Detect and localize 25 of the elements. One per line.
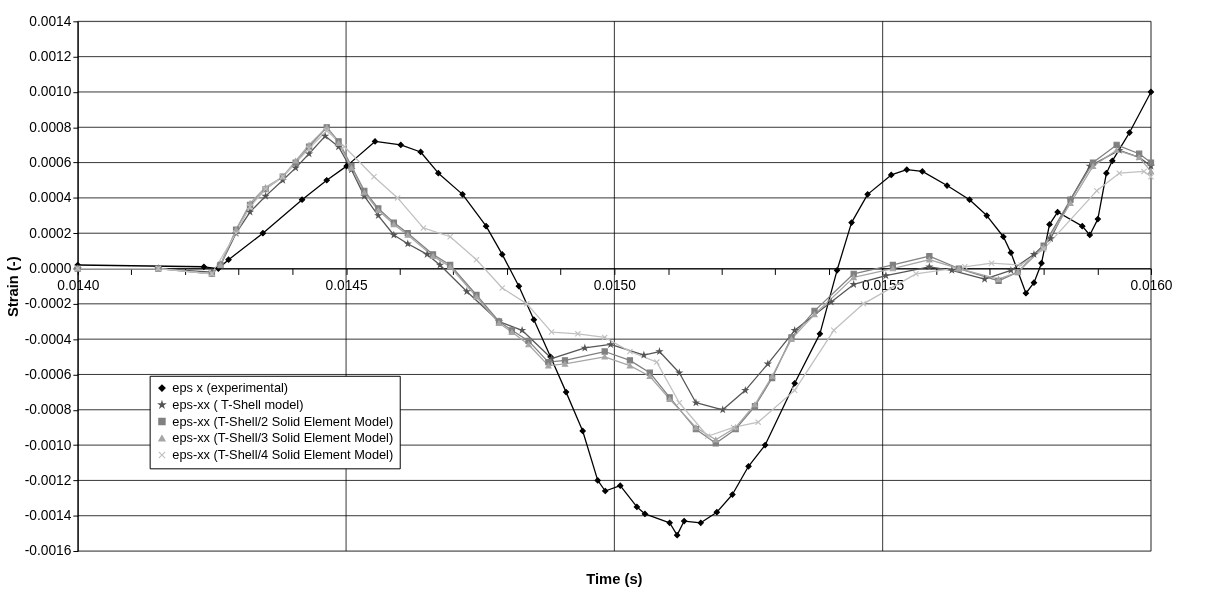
legend-label: eps x (experimental) (172, 380, 289, 396)
x-axis-title: Time (s) (586, 570, 643, 587)
x-tick-label: 0.0145 (325, 277, 368, 293)
y-tick-label: 0.0000 (29, 260, 72, 276)
y-tick-label: -0.0006 (24, 366, 72, 382)
y-tick-label: 0.0014 (29, 13, 72, 29)
y-tick-label: -0.0016 (24, 543, 72, 559)
y-tick-label: -0.0014 (24, 508, 72, 524)
x-tick-label: 0.0160 (1130, 277, 1173, 293)
y-tick-label: -0.0004 (24, 331, 72, 347)
y-tick-label: 0.0002 (29, 225, 72, 241)
y-tick-label: -0.0008 (24, 402, 72, 418)
legend-label: eps-xx (T-Shell/3 Solid Element Model) (172, 430, 394, 446)
y-axis-title: Strain (-) (4, 256, 21, 317)
y-tick-label: 0.0010 (29, 84, 72, 100)
y-tick-label: 0.0012 (29, 49, 72, 65)
y-tick-label: -0.0010 (24, 437, 72, 453)
legend-label: eps-xx (T-Shell/4 Solid Element Model) (172, 446, 394, 462)
legend-label: eps-xx (T-Shell/2 Solid Element Model) (172, 413, 394, 429)
legend-label: eps-xx ( T-Shell model) (172, 396, 304, 412)
y-tick-label: -0.0012 (24, 472, 72, 488)
y-tick-label: 0.0004 (29, 190, 72, 206)
y-tick-label: 0.0006 (29, 155, 72, 171)
y-tick-label: 0.0008 (29, 119, 72, 135)
y-tick-label: -0.0002 (24, 296, 72, 312)
